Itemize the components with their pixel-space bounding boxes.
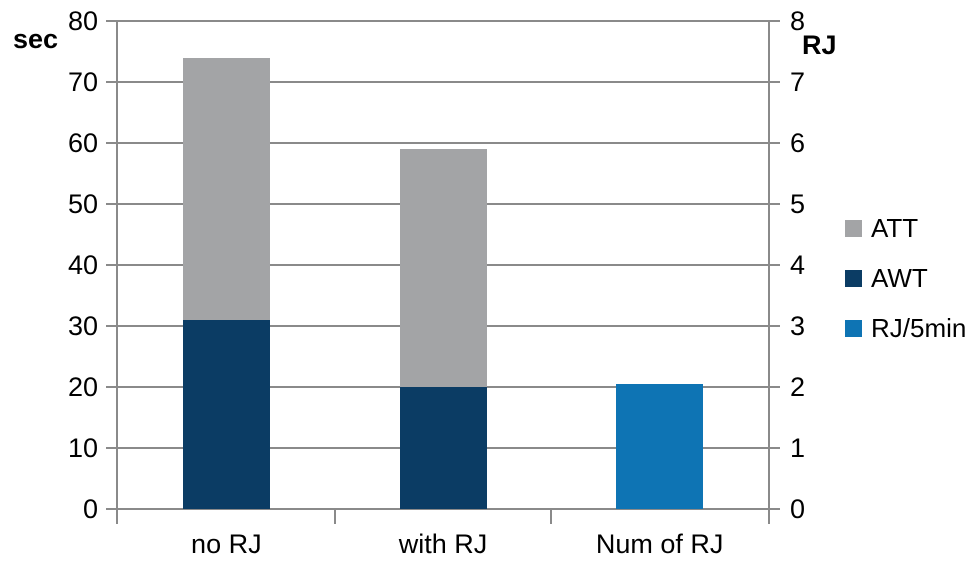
right-axis-title: RJ <box>802 30 837 60</box>
legend-entry: ATT <box>845 203 966 253</box>
legend-label: ATT <box>871 213 919 243</box>
right-axis-tick-label: 7 <box>790 67 806 97</box>
legend-label: RJ/5min <box>871 313 967 343</box>
left-axis-tick-label: 10 <box>67 433 98 463</box>
left-axis-tick <box>106 20 118 22</box>
left-axis-tick <box>106 203 118 205</box>
category-label: with RJ <box>398 529 488 559</box>
bar-awt-2 <box>399 387 487 509</box>
left-axis-tick <box>106 447 118 449</box>
right-axis-tick <box>768 264 780 266</box>
left-axis-tick-label: 0 <box>82 494 98 524</box>
right-axis-tick-label: 2 <box>790 372 806 402</box>
right-axis-tick-label: 5 <box>790 189 806 219</box>
left-axis-tick <box>106 81 118 83</box>
left-axis-tick <box>106 264 118 266</box>
left-axis-tick-label: 40 <box>67 250 98 280</box>
legend-label: AWT <box>871 263 928 293</box>
x-axis-tick <box>550 509 553 524</box>
right-axis-tick <box>768 508 780 510</box>
legend-marker-icon <box>845 319 862 337</box>
right-axis-line <box>768 21 770 524</box>
left-axis-tick-label: 20 <box>67 372 98 402</box>
bar-att-1 <box>182 57 270 320</box>
left-axis-tick <box>106 142 118 144</box>
right-axis-tick <box>768 142 780 144</box>
category-label: Num of RJ <box>595 529 724 559</box>
left-axis-tick <box>106 325 118 327</box>
left-axis-tick-label: 30 <box>67 311 98 341</box>
bar-att-2 <box>399 149 487 387</box>
right-axis-tick <box>768 325 780 327</box>
legend-marker-icon <box>845 269 862 287</box>
x-axis-tick <box>333 509 336 524</box>
left-axis-tick-label: 50 <box>67 189 98 219</box>
bar-rj-5min-3 <box>616 383 704 509</box>
gridline <box>118 142 768 144</box>
left-axis-tick <box>106 508 118 510</box>
right-axis-tick-label: 4 <box>790 250 806 280</box>
legend-marker-icon <box>845 219 862 237</box>
right-axis-tick-label: 3 <box>790 311 806 341</box>
left-axis-title: sec <box>13 24 59 54</box>
right-axis-tick <box>768 386 780 388</box>
right-axis-tick <box>768 203 780 205</box>
right-axis-tick-label: 8 <box>790 6 806 36</box>
gridline <box>118 20 768 22</box>
right-axis-tick-label: 1 <box>790 433 806 463</box>
right-axis-tick <box>768 81 780 83</box>
left-axis-tick-label: 80 <box>67 6 98 36</box>
legend-entry: AWT <box>845 253 966 303</box>
legend-entry: RJ/5min <box>845 303 966 353</box>
x-axis-line <box>118 508 768 510</box>
left-axis-tick <box>106 386 118 388</box>
gridline <box>118 81 768 83</box>
legend: ATT AWT RJ/5min <box>845 203 966 353</box>
right-axis-tick <box>768 447 780 449</box>
category-label: no RJ <box>191 529 262 559</box>
bar-awt-1 <box>182 319 270 509</box>
right-axis-tick <box>768 20 780 22</box>
right-axis-tick-label: 0 <box>790 494 806 524</box>
left-axis-line <box>116 21 118 524</box>
left-axis-tick-label: 60 <box>67 128 98 158</box>
right-axis-tick-label: 6 <box>790 128 806 158</box>
left-axis-tick-label: 70 <box>67 67 98 97</box>
